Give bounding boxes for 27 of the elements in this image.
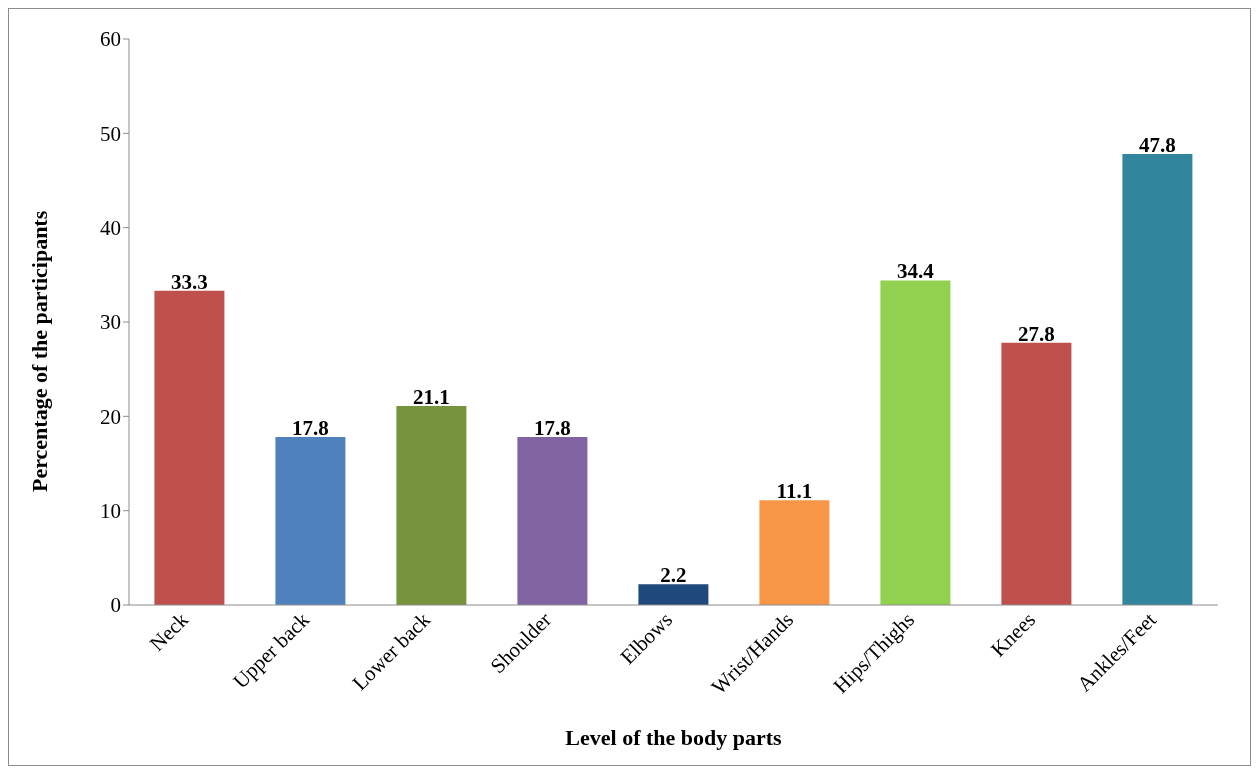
bar	[396, 405, 467, 605]
y-tick-label: 40	[100, 216, 121, 241]
y-tick-label: 60	[100, 27, 121, 52]
bar	[154, 290, 225, 605]
data-label: 33.3	[171, 269, 208, 294]
data-label: 11.1	[776, 479, 813, 504]
x-axis-title: Level of the body parts	[565, 725, 783, 750]
y-tick-label: 10	[100, 499, 121, 524]
data-label: 17.8	[292, 416, 329, 441]
bar	[759, 500, 830, 605]
y-tick-label: 50	[100, 121, 121, 146]
bar	[1122, 154, 1193, 605]
y-tick-label: 30	[100, 310, 121, 335]
data-label: 34.4	[897, 259, 935, 284]
bar	[880, 280, 951, 605]
data-label: 17.8	[534, 416, 571, 441]
bar	[275, 437, 346, 605]
data-label: 27.8	[1018, 321, 1055, 346]
bar	[517, 437, 588, 605]
y-tick-label: 20	[100, 404, 121, 429]
data-label: 21.1	[413, 384, 450, 409]
y-axis-title: Percentage of the participants	[26, 210, 52, 492]
data-label: 2.2	[660, 563, 687, 588]
data-label: 47.8	[1139, 133, 1176, 158]
bar	[638, 584, 709, 605]
bar	[1001, 342, 1072, 605]
y-tick-label: 0	[110, 593, 121, 618]
